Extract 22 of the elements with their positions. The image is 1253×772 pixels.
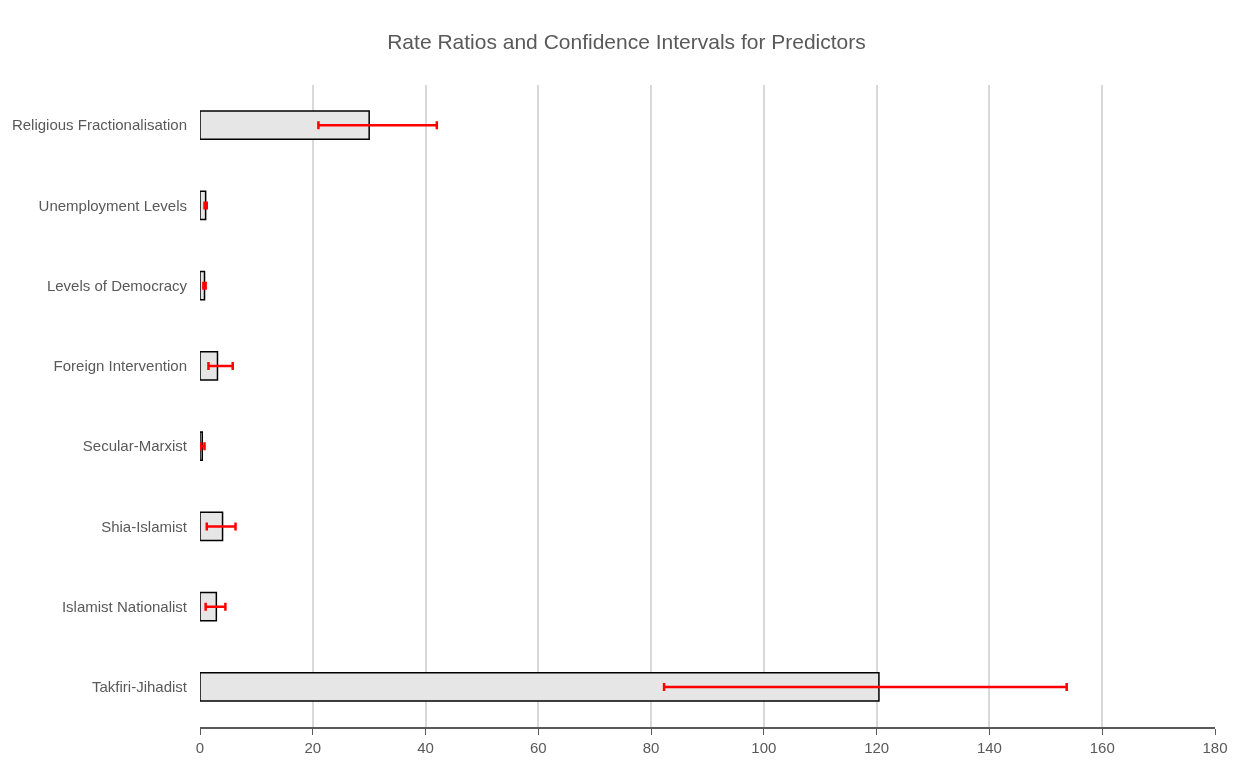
- x-tick-label: 20: [304, 738, 322, 756]
- y-tick-label: Takfiri-Jihadist: [91, 678, 188, 696]
- x-tick-label: 40: [417, 738, 434, 756]
- y-tick-label: Secular-Marxist: [82, 437, 188, 455]
- y-tick-label: Levels of Democracy: [46, 276, 188, 294]
- x-tick-label: 180: [1202, 738, 1228, 756]
- x-tick-label: 0: [195, 738, 205, 756]
- y-tick-label: Foreign Intervention: [53, 357, 187, 375]
- x-tick-label: 80: [642, 738, 660, 756]
- bar: [200, 672, 880, 702]
- x-tick-label: 60: [529, 738, 547, 756]
- x-tick-label: 140: [976, 738, 1002, 756]
- chart-title: Rate Ratios and Confidence Intervals for Predictors: [387, 30, 866, 54]
- y-tick-label: Religious Fractionalisation: [11, 116, 187, 134]
- y-tick-label: Unemployment Levels: [38, 196, 187, 214]
- x-tick-label: 120: [864, 738, 890, 756]
- x-tick-label: 100: [751, 738, 777, 756]
- x-tick-label: 160: [1089, 738, 1115, 756]
- y-tick-label: Shia-Islamist: [101, 517, 188, 535]
- bar: [200, 110, 370, 140]
- bar: [200, 351, 219, 381]
- y-tick-label: Islamist Nationalist: [61, 597, 188, 615]
